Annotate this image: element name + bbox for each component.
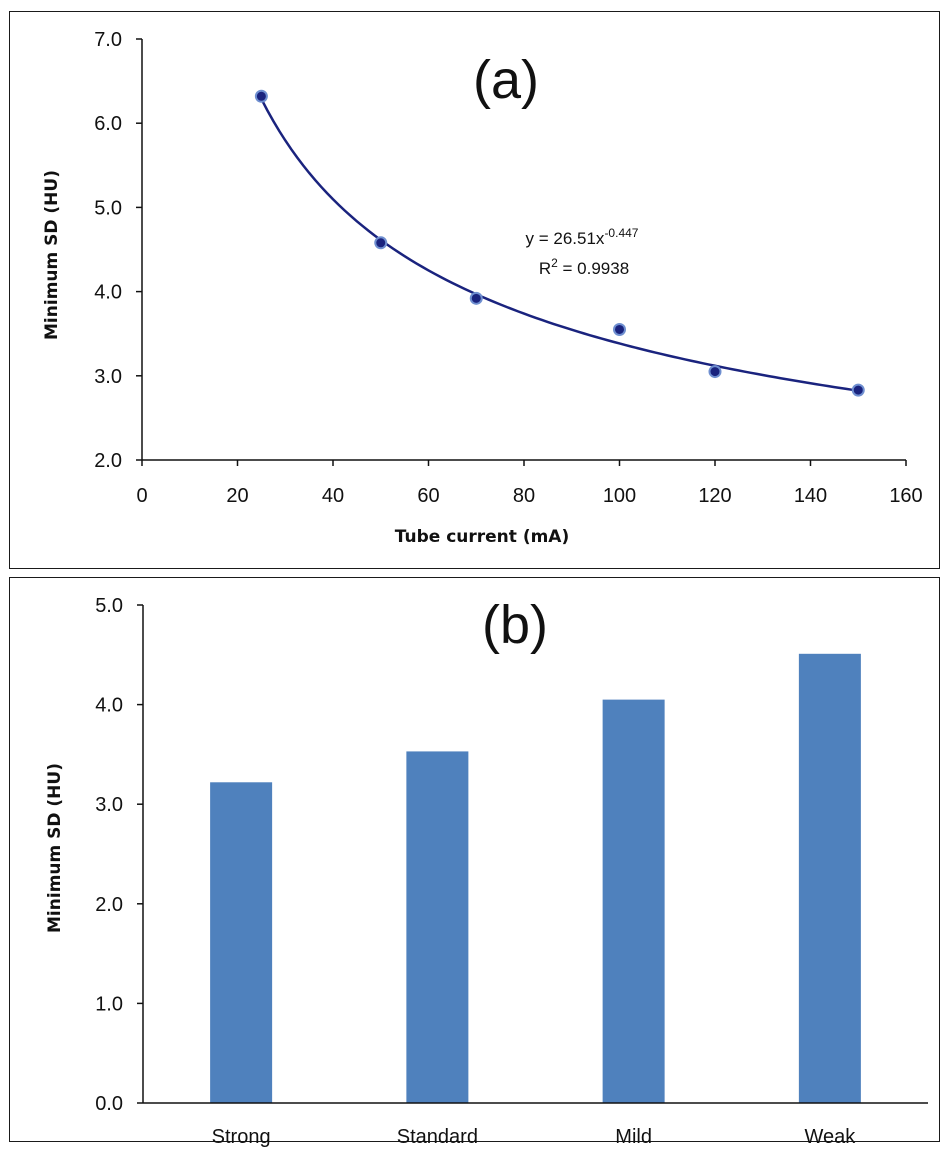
- power-trendline: [260, 98, 859, 392]
- panel-label-a: (a): [473, 50, 539, 110]
- r-squared-value: = 0.9938: [558, 259, 629, 278]
- y-tick-label-b: 2.0: [95, 894, 123, 916]
- trendline-equation-text: y = 26.51x: [526, 229, 605, 248]
- data-point: [374, 236, 388, 250]
- x-tick-label-a: 80: [513, 485, 535, 507]
- data-point: [613, 322, 626, 336]
- y-tick-label-a: 4.0: [94, 282, 122, 304]
- x-category-label-b: Standard: [397, 1126, 478, 1148]
- panel-a: (a) Tube current (mA) Minimum SD (HU) y …: [9, 11, 940, 569]
- data-point: [708, 365, 722, 379]
- bar: [798, 653, 861, 1103]
- r-squared-r: R: [539, 259, 551, 278]
- panel-label-b: (b): [482, 595, 548, 655]
- y-tick-label-a: 7.0: [94, 29, 122, 51]
- x-tick-label-a: 140: [794, 485, 827, 507]
- x-tick-label-a: 0: [136, 485, 147, 507]
- y-axis-title-a: Minimum SD (HU): [42, 170, 62, 340]
- x-tick-label-a: 120: [698, 485, 731, 507]
- y-tick-label-a: 3.0: [94, 366, 122, 388]
- data-point: [851, 383, 865, 397]
- data-point: [469, 291, 483, 305]
- y-axis-title-b: Minimum SD (HU): [45, 763, 65, 933]
- r-squared-sup: 2: [551, 256, 558, 270]
- y-tick-label-b: 1.0: [95, 993, 123, 1015]
- r-squared-label: R2 = 0.9938: [539, 256, 629, 278]
- scatter-chart-a: (a) Tube current (mA) Minimum SD (HU) y …: [42, 29, 923, 547]
- y-tick-label-b: 4.0: [95, 695, 123, 717]
- x-tick-label-a: 100: [603, 485, 636, 507]
- x-axis-title-a: Tube current (mA): [395, 527, 569, 547]
- x-category-label-b: Strong: [212, 1126, 271, 1148]
- y-tick-label-b: 3.0: [95, 794, 123, 816]
- y-tick-label-a: 2.0: [94, 450, 122, 472]
- panel-b: (b) Minimum SD (HU) 0.0 1.0 2.0 3.0 4.0 5.0 St…: [9, 577, 940, 1148]
- x-category-label-b: Mild: [615, 1126, 652, 1148]
- trendline-equation: y = 26.51x-0.447: [526, 226, 639, 248]
- x-tick-label-a: 160: [889, 485, 922, 507]
- bar: [602, 699, 665, 1103]
- y-tick-label-a: 6.0: [94, 113, 122, 135]
- x-tick-label-a: 40: [322, 485, 344, 507]
- y-tick-label-b: 0.0: [95, 1093, 123, 1115]
- y-tick-label-b: 5.0: [95, 595, 123, 617]
- bar-chart-b: (b) Minimum SD (HU) 0.0 1.0 2.0 3.0 4.0 5.0 St…: [45, 595, 928, 1148]
- y-tick-label-a: 5.0: [94, 197, 122, 219]
- trendline-exponent: -0.447: [604, 226, 638, 240]
- x-tick-label-a: 60: [417, 485, 439, 507]
- data-point: [254, 89, 268, 103]
- bar: [406, 751, 469, 1103]
- x-tick-label-a: 20: [226, 485, 248, 507]
- x-category-label-b: Weak: [804, 1126, 856, 1148]
- bar: [210, 782, 273, 1103]
